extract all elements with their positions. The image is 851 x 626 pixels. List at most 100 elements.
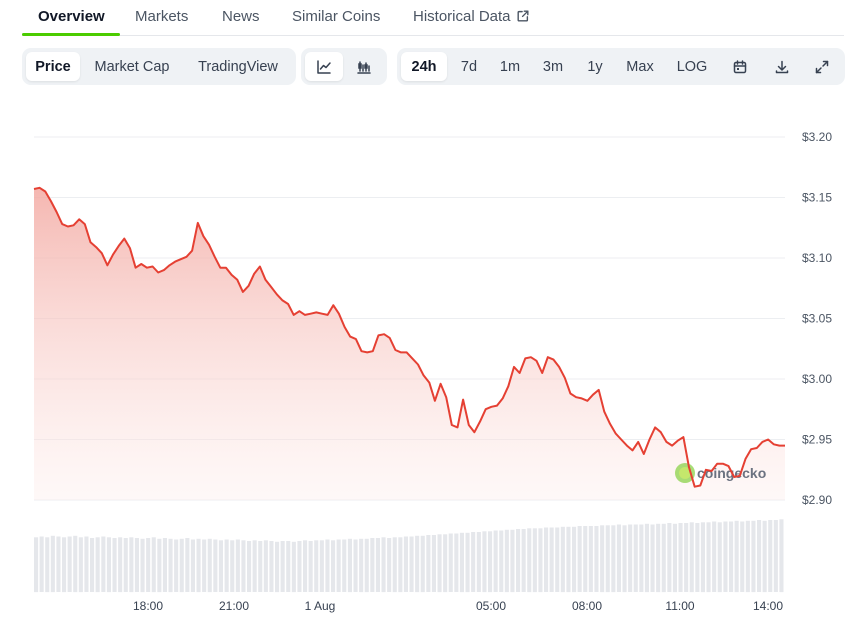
volume-bar: [516, 529, 521, 592]
volume-bar: [661, 523, 666, 593]
volume-bar: [392, 537, 397, 593]
volume-bar: [218, 540, 223, 592]
volume-bar: [381, 537, 386, 593]
volume-bar: [779, 519, 784, 593]
volume-bar: [723, 521, 728, 592]
tab-historical-data-label: Historical Data: [413, 7, 511, 25]
volume-bar: [538, 528, 543, 593]
x-tick-label: 18:00: [133, 599, 163, 613]
volume-bar: [151, 537, 156, 593]
tab-markets[interactable]: Markets: [135, 6, 188, 26]
volume-bar: [700, 522, 705, 593]
volume-bar: [667, 523, 672, 592]
volume-bar: [39, 536, 44, 592]
x-tick-label: 05:00: [476, 599, 506, 613]
volume-bar: [157, 538, 162, 593]
tab-news[interactable]: News: [222, 6, 260, 26]
volume-bar: [34, 537, 39, 593]
y-tick-label: $2.95: [802, 433, 832, 447]
top-tab-bar: Overview Markets News Similar Coins Hist…: [22, 0, 844, 36]
volume-bar: [319, 540, 324, 592]
line-chart-button[interactable]: [305, 52, 343, 81]
volume-bar: [179, 538, 184, 593]
range-7d-button[interactable]: 7d: [460, 58, 478, 75]
volume-bar: [230, 540, 235, 592]
download-button[interactable]: [763, 52, 801, 81]
tradingview-button[interactable]: TradingView: [198, 58, 278, 75]
range-max-button[interactable]: Max: [626, 58, 654, 75]
volume-bar: [67, 536, 72, 592]
volume-bar: [403, 536, 408, 592]
volume-bar: [672, 523, 677, 593]
volume-bar: [84, 536, 89, 592]
volume-bar: [275, 541, 280, 593]
volume-bar: [90, 538, 95, 592]
volume-bar: [95, 537, 100, 593]
volume-bar: [751, 520, 756, 593]
y-axis-labels: $3.20 $3.15 $3.10 $3.05 $3.00 $2.95 $2.90: [802, 130, 832, 507]
chart-style-group: [301, 48, 387, 85]
candlestick-button[interactable]: [345, 52, 383, 81]
volume-bar: [628, 524, 633, 592]
volume-bar: [50, 535, 55, 593]
volume-bar: [768, 520, 773, 592]
volume-bar: [73, 535, 78, 593]
x-tick-label: 08:00: [572, 599, 602, 613]
y-tick-label: $3.20: [802, 130, 832, 144]
volume-bar: [291, 541, 296, 593]
line-chart-icon: [317, 59, 331, 74]
volume-bar: [493, 530, 498, 592]
range-1m-button[interactable]: 1m: [499, 58, 521, 75]
volume-bar: [611, 525, 616, 593]
volume-bar: [600, 525, 605, 593]
x-tick-label: 14:00: [753, 599, 783, 613]
y-tick-label: $3.00: [802, 372, 832, 386]
log-scale-button[interactable]: LOG: [676, 58, 708, 75]
volume-bar: [45, 537, 50, 593]
calendar-button[interactable]: [721, 52, 759, 81]
volume-bar: [359, 538, 364, 593]
volume-bar: [706, 522, 711, 593]
volume-bar: [549, 527, 554, 592]
volume-bar: [734, 520, 739, 593]
download-icon: [775, 60, 789, 73]
tab-markets-label: Markets: [135, 7, 189, 25]
price-line: [33, 186, 785, 488]
volume-bar: [336, 539, 341, 592]
volume-bar: [459, 532, 464, 593]
tab-similar-coins[interactable]: Similar Coins: [292, 6, 380, 26]
candlestick-icon: [357, 60, 371, 74]
tab-overview[interactable]: Overview: [38, 6, 105, 26]
volume-bar: [504, 529, 509, 593]
volume-bar: [656, 523, 661, 593]
volume-bar: [605, 525, 610, 593]
volume-bar: [544, 527, 549, 592]
market-cap-button[interactable]: Market Cap: [94, 58, 170, 75]
volume-bar: [196, 538, 201, 593]
price-button[interactable]: Price: [26, 52, 80, 81]
volume-bar: [258, 541, 263, 592]
volume-bar: [56, 536, 61, 592]
y-tick-label: $3.05: [802, 312, 832, 326]
volume-bar: [510, 529, 515, 593]
volume-bar: [252, 540, 257, 592]
volume-bar: [263, 540, 268, 592]
tab-historical-data[interactable]: Historical Data: [413, 6, 530, 26]
volume-bar: [224, 539, 229, 592]
range-3m-button[interactable]: 3m: [542, 58, 564, 75]
volume-bar: [482, 531, 487, 593]
range-24h-button[interactable]: 24h: [401, 52, 447, 81]
volume-bar: [695, 523, 700, 592]
volume-bar: [303, 540, 308, 592]
calendar-icon: [733, 59, 747, 73]
range-1y-button[interactable]: 1y: [587, 58, 603, 75]
volume-bar: [146, 538, 151, 592]
volume-bar: [521, 529, 526, 592]
volume-bar: [499, 530, 504, 592]
price-chart[interactable]: coingecko $3.20$3.15$3.10$3.05$3.00$2.95…: [0, 100, 851, 626]
range-toggle-group: 24h 7d 1m 3m 1y Max LOG: [397, 48, 845, 85]
fullscreen-button[interactable]: [803, 52, 841, 81]
volume-bar: [532, 528, 537, 593]
volume-bar: [650, 524, 655, 592]
volume-bar: [247, 541, 252, 592]
